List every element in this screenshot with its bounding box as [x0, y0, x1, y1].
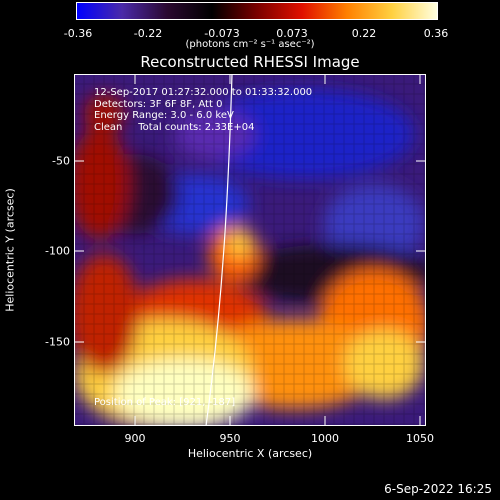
colorbar-tick: -0.22 — [133, 27, 163, 40]
plot-frame — [74, 74, 426, 426]
colorbar-units-label: (photons cm⁻² s⁻¹ asec⁻²) — [185, 39, 315, 50]
time-range-text: 12-Sep-2017 01:27:32.000 to 01:33:32.000 — [94, 87, 313, 98]
y-tick-label: -50 — [52, 154, 70, 168]
colorbar — [76, 2, 438, 20]
detectors-text: Detectors: 3F 6F 8F, Att 0 — [94, 98, 223, 110]
solar-limb-line — [205, 74, 233, 426]
x-tick-label: 950 — [219, 432, 241, 445]
image-title: Reconstructed RHESSI Image — [140, 53, 360, 71]
solar-image-plot — [74, 74, 426, 426]
observation-info: 12-Sep-2017 01:27:32.000 to 01:33:32.000… — [94, 87, 312, 133]
colorbar-tick: 0.36 — [423, 27, 449, 40]
y-tick-label: -150 — [45, 335, 70, 349]
peak-position-text: Position of Peak: [921, -187] — [94, 397, 236, 408]
colorbar-tick: 0.073 — [276, 27, 308, 40]
x-tick-label: 1000 — [311, 432, 339, 445]
x-tick-label: 1050 — [406, 432, 434, 445]
colorbar-tick: -0.073 — [204, 27, 240, 40]
clean-counts-text: Clean Total counts: 2.33E+04 — [94, 121, 255, 133]
x-axis-label: Heliocentric X (arcsec) — [187, 447, 313, 460]
y-tick-label: -100 — [45, 244, 70, 258]
y-axis-label: Heliocentric Y (arcsec) — [3, 188, 17, 312]
timestamp-footer: 6-Sep-2022 16:25 — [384, 482, 492, 496]
y-tick-marks — [74, 160, 426, 343]
energy-range-text: Energy Range: 3.0 - 6.0 keV — [94, 110, 234, 121]
x-tick-label: 900 — [124, 432, 146, 445]
colorbar-tick: 0.22 — [351, 27, 377, 40]
colorbar-tick: -0.36 — [63, 27, 93, 40]
x-tick-marks — [134, 74, 421, 426]
